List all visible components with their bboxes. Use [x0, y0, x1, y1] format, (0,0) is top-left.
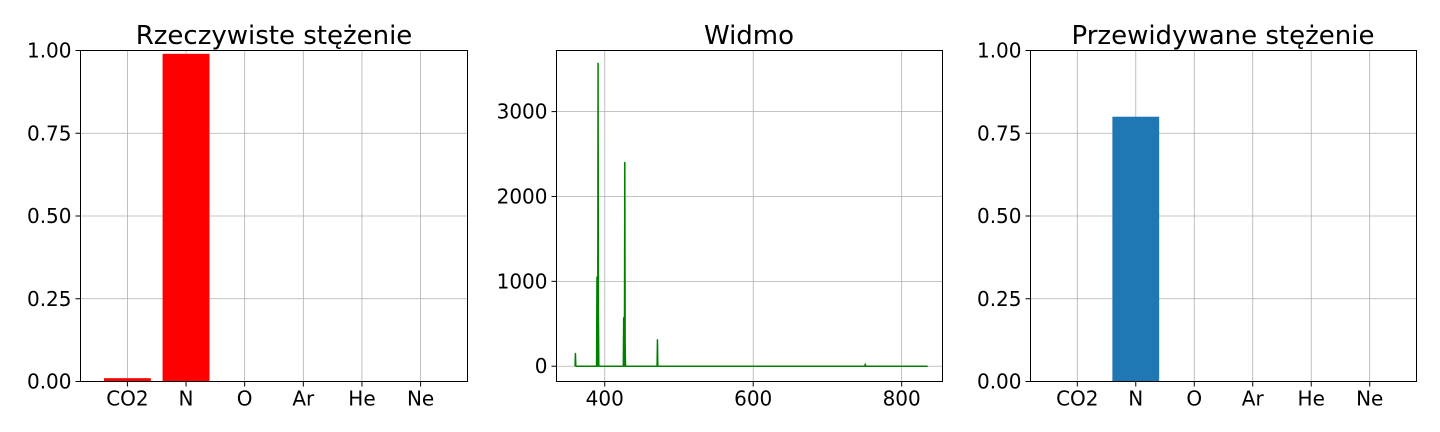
- chart-actual-concentration: Rzeczywiste stężenie 0.00 0.25 0.50 0.75 1.0…: [27, 21, 468, 411]
- y-tick-label: 1.00: [977, 39, 1022, 63]
- x-tick-label: N: [1128, 387, 1143, 411]
- y-tick-label: 0.75: [977, 121, 1022, 145]
- bar-n: [1112, 116, 1160, 382]
- x-tick-label: Ar: [1242, 387, 1265, 411]
- y-tick-label: 0.50: [27, 204, 72, 228]
- x-tick-label: 400: [586, 387, 624, 411]
- y-tick-label: 0.75: [27, 121, 72, 145]
- x-tick-label: O: [237, 387, 253, 411]
- x-tick-label: He: [348, 387, 375, 411]
- plot-frame: [556, 50, 943, 382]
- x-tick-label: O: [1186, 387, 1202, 411]
- bar-co2: [103, 378, 151, 382]
- y-tick-label: 0.25: [27, 287, 72, 311]
- x-tick-label: He: [1298, 387, 1325, 411]
- x-tick-label: 800: [883, 387, 921, 411]
- y-tick-label: 0.50: [977, 204, 1022, 228]
- chart-title: Rzeczywiste stężenie: [136, 21, 413, 51]
- x-tick-label: Ar: [292, 387, 315, 411]
- y-tick-label: 0.25: [977, 287, 1022, 311]
- chart-predicted-concentration: Przewidywane stężenie 0.00 0.25 0.50 0.75 1.…: [977, 21, 1417, 411]
- y-tick-label: 0: [535, 354, 548, 378]
- chart-title: Widmo: [704, 21, 794, 51]
- bar-n: [162, 53, 210, 382]
- y-tick-label: 2000: [497, 184, 548, 208]
- chart-spectrum: Widmo 0 1000 2000 3000 400 600 800: [497, 21, 943, 411]
- y-tick-label: 1.00: [27, 39, 72, 63]
- y-tick-label: 1000: [497, 269, 548, 293]
- x-tick-label: 600: [734, 387, 772, 411]
- x-tick-label: Ne: [1356, 387, 1383, 411]
- y-tick-label: 0.00: [977, 370, 1022, 394]
- x-tick-label: CO2: [1056, 387, 1098, 411]
- chart-title: Przewidywane stężenie: [1072, 21, 1375, 51]
- x-tick-label: N: [179, 387, 194, 411]
- y-tick-label: 0.00: [27, 370, 72, 394]
- x-tick-label: Ne: [407, 387, 434, 411]
- x-tick-label: CO2: [106, 387, 148, 411]
- y-tick-label: 3000: [497, 100, 548, 124]
- spectrum-line: [574, 62, 928, 367]
